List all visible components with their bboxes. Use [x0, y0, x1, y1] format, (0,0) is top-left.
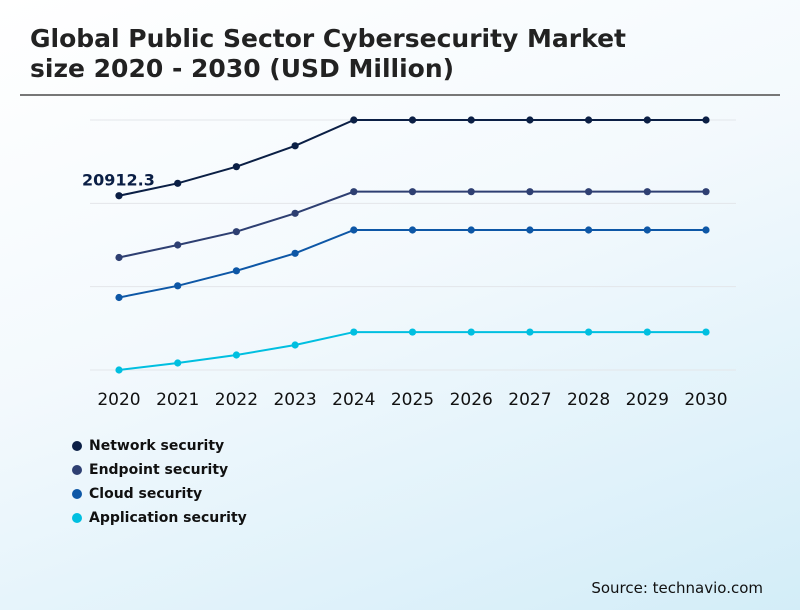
data-point: [174, 241, 182, 249]
data-point: [115, 253, 123, 262]
legend: Network security Endpoint security Cloud s…: [72, 434, 247, 530]
data-point: [350, 188, 358, 196]
data-point: [350, 328, 358, 336]
data-point: [174, 359, 182, 367]
legend-item: Application security: [72, 506, 247, 530]
title-divider: [20, 94, 780, 96]
x-tick-label: 2027: [508, 390, 551, 410]
data-point: [467, 116, 475, 124]
data-point: [702, 226, 710, 234]
legend-item: Cloud security: [72, 482, 247, 506]
data-point: [115, 366, 123, 374]
x-tick-label: 2025: [391, 390, 434, 410]
data-point: [174, 179, 182, 187]
legend-item: Endpoint security: [72, 458, 247, 482]
data-point: [467, 226, 475, 234]
data-point: [232, 228, 240, 236]
data-point: [408, 328, 417, 336]
x-tick-label: 2026: [450, 390, 493, 410]
legend-dot-icon: [72, 465, 82, 475]
chart-title: Global Public Sector Cybersecurity Marke…: [30, 24, 626, 83]
data-point: [232, 267, 240, 275]
data-point: [291, 249, 299, 257]
legend-dot-icon: [72, 513, 82, 523]
source-label: Source: technavio.com: [591, 579, 763, 597]
data-point: [585, 328, 593, 336]
data-point: [585, 116, 593, 124]
data-point: [115, 192, 123, 200]
x-tick-label: 2023: [273, 390, 316, 410]
legend-dot-icon: [72, 441, 82, 451]
x-tick-label: 2029: [626, 390, 669, 410]
series-line-3: [118, 331, 706, 371]
series-line-1: [118, 190, 706, 259]
x-tick-label: 2028: [567, 390, 610, 410]
data-point: [291, 209, 299, 217]
data-point: [585, 188, 593, 196]
data-point: [702, 328, 710, 336]
data-point: [526, 116, 534, 124]
series-line-2: [118, 229, 706, 299]
data-point: [350, 116, 358, 124]
legend-label: Network security: [89, 438, 225, 454]
data-point: [526, 328, 534, 336]
data-point: [643, 226, 651, 234]
data-point: [115, 293, 123, 302]
data-point: [526, 188, 534, 196]
data-point: [408, 226, 417, 234]
x-tick-label: 2020: [97, 390, 140, 410]
x-tick-label: 2030: [684, 390, 727, 410]
data-point: [526, 226, 534, 234]
data-point: [174, 282, 182, 290]
data-point: [291, 142, 299, 150]
data-point: [232, 163, 240, 171]
data-point: [702, 116, 710, 124]
data-point: [232, 351, 240, 359]
legend-dot-icon: [72, 489, 82, 499]
data-point: [291, 341, 299, 349]
series-line-0: [118, 119, 706, 197]
data-point: [702, 188, 710, 196]
data-point: [408, 116, 417, 124]
data-label: 20912.3: [82, 171, 155, 190]
data-point: [643, 328, 651, 336]
legend-item: Network security: [72, 434, 247, 458]
legend-label: Endpoint security: [89, 462, 229, 478]
data-point: [467, 188, 475, 196]
legend-label: Cloud security: [89, 486, 203, 502]
x-tick-label: 2022: [215, 390, 258, 410]
legend-label: Application security: [89, 510, 247, 526]
data-point: [643, 116, 651, 124]
data-point: [643, 188, 651, 196]
data-point: [585, 226, 593, 234]
x-tick-label: 2024: [332, 390, 375, 410]
data-point: [408, 188, 417, 196]
data-point: [467, 328, 475, 336]
x-tick-label: 2021: [156, 390, 199, 410]
data-point: [350, 226, 358, 234]
